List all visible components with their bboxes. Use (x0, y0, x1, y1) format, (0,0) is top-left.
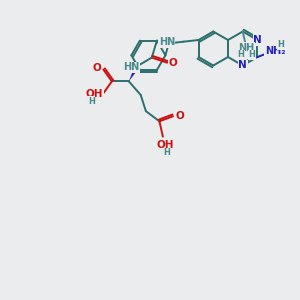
Text: H: H (88, 97, 95, 106)
Text: H: H (238, 50, 244, 59)
Text: H: H (249, 50, 256, 59)
Text: HN: HN (123, 62, 140, 72)
Text: N: N (238, 61, 247, 70)
Text: H: H (164, 148, 170, 157)
Text: HN: HN (159, 38, 175, 47)
Text: NH: NH (238, 43, 254, 53)
Text: N: N (253, 35, 262, 45)
Text: NH₂: NH₂ (265, 46, 285, 56)
Text: OH: OH (156, 140, 174, 150)
Text: O: O (176, 111, 184, 121)
Text: O: O (93, 64, 102, 74)
Text: H: H (278, 40, 284, 50)
Polygon shape (129, 65, 140, 81)
Text: O: O (169, 58, 178, 68)
Text: OH: OH (85, 89, 103, 99)
